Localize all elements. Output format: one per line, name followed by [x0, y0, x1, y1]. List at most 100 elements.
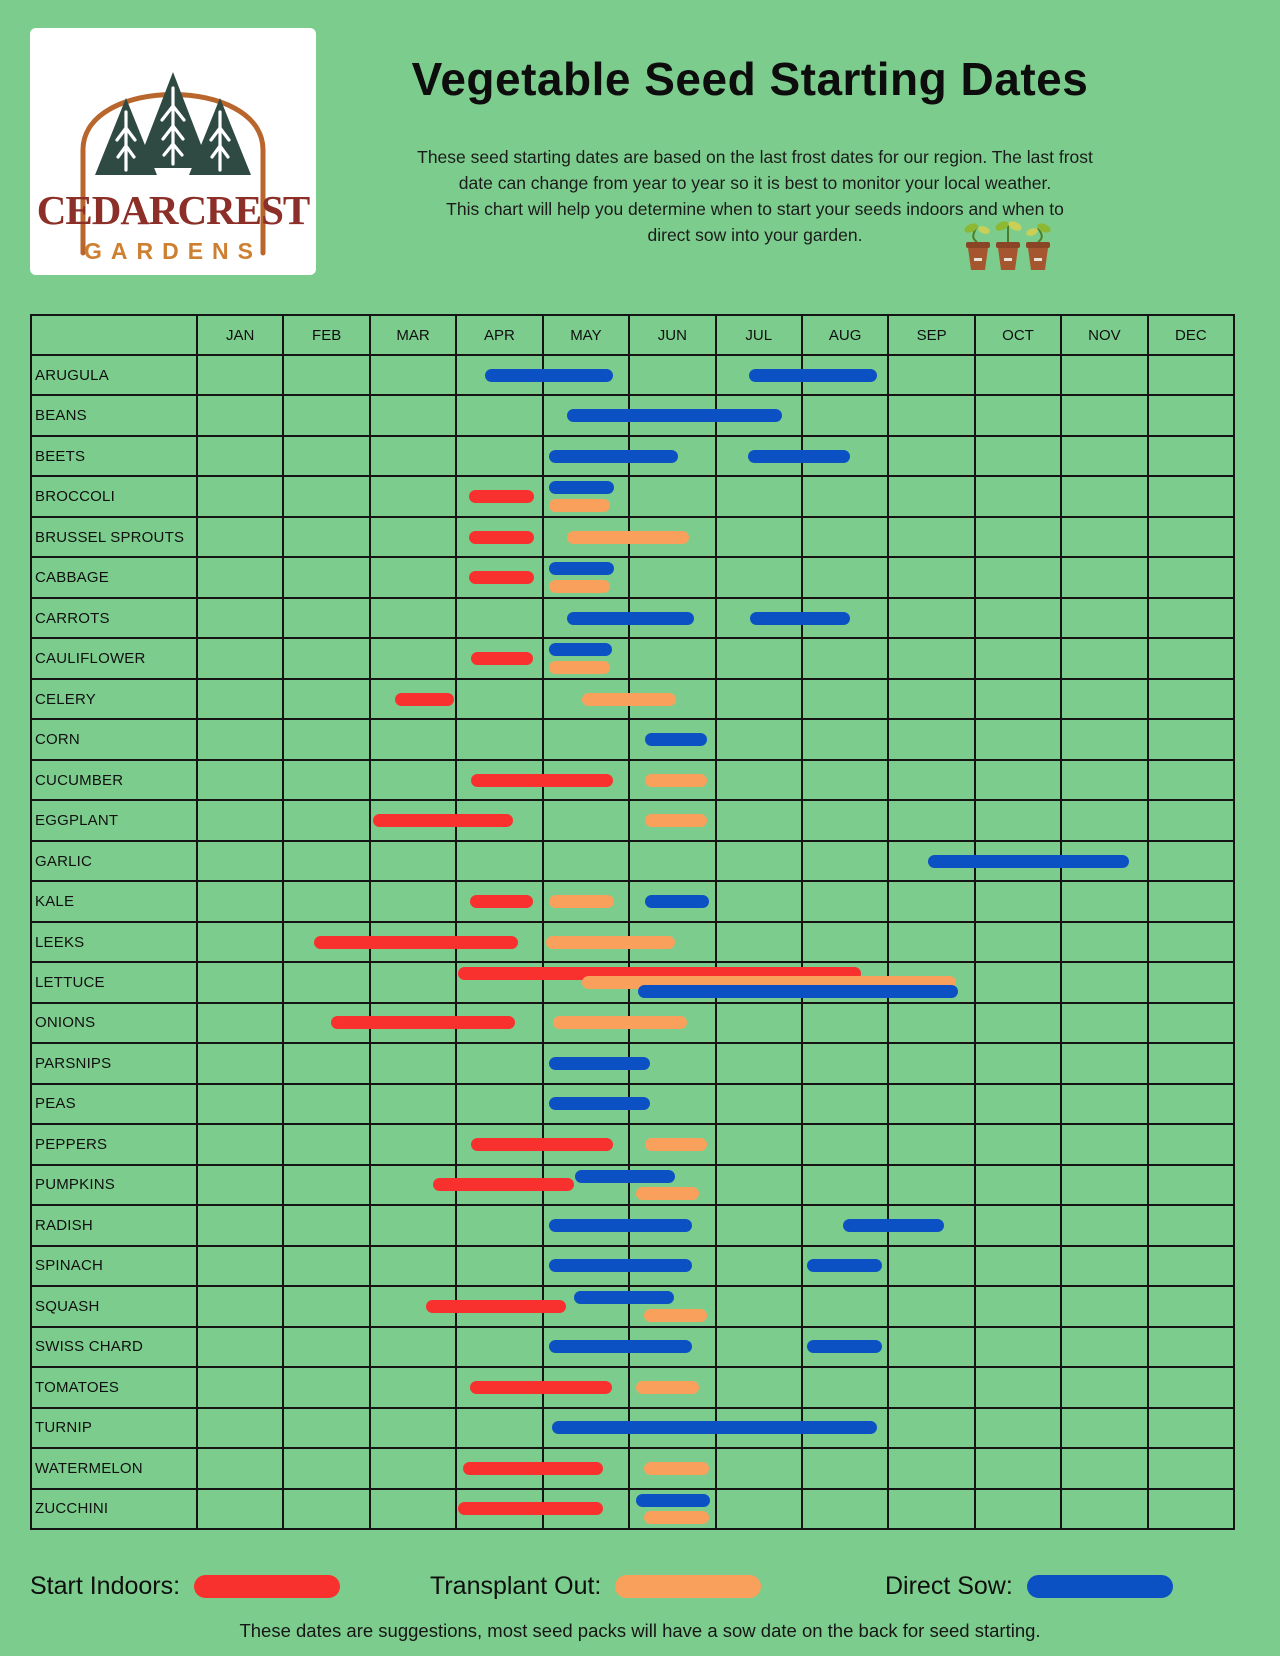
vegetable-name-label: PEPPERS — [32, 1125, 198, 1164]
grid-cell — [1146, 882, 1233, 921]
grid-cell — [800, 1044, 887, 1083]
grid-cell — [282, 1084, 368, 1124]
direct-bar — [644, 895, 709, 909]
subtitle-line: This chart will help you determine when … — [446, 199, 1064, 219]
grid-cell — [368, 841, 455, 881]
direct-bar — [567, 409, 782, 423]
transplant-bar — [545, 935, 675, 949]
grid-cell — [1060, 801, 1146, 840]
grid-cell — [541, 396, 628, 435]
start-indoors-swatch — [194, 1575, 341, 1598]
direct-bar — [749, 368, 877, 382]
transplant-out-swatch — [615, 1575, 762, 1598]
vegetable-name-label: CABBAGE — [32, 558, 198, 597]
vegetable-name-label: SQUASH — [32, 1287, 198, 1326]
indoors-bar — [394, 692, 455, 706]
grid-cell — [1146, 679, 1233, 719]
transplant-bar — [553, 1016, 688, 1030]
grid-cell — [628, 639, 714, 678]
grid-cell — [282, 1044, 368, 1083]
grid-cell — [541, 1327, 628, 1367]
grid-cell — [368, 1044, 455, 1083]
subtitle-line: These seed starting dates are based on t… — [417, 147, 1093, 167]
grid-cell — [1146, 396, 1233, 435]
grid-cell — [1060, 720, 1146, 759]
grid-cell — [282, 801, 368, 840]
month-label-mar: MAR — [368, 316, 455, 354]
grid-cell — [282, 1368, 368, 1407]
grid-cell — [973, 1003, 1060, 1043]
table-row: BROCCOLI — [32, 475, 1233, 516]
grid-cell — [455, 963, 541, 1002]
table-row: ARUGULA — [32, 354, 1233, 395]
grid-cell — [628, 720, 714, 759]
grid-cell — [800, 1165, 887, 1205]
pine-trees-icon — [95, 72, 251, 175]
grid-cell — [714, 436, 801, 476]
grid-cell — [887, 720, 973, 759]
table-row: CELERY — [32, 677, 1233, 719]
grid-cell — [628, 1287, 714, 1326]
grid-cell — [368, 558, 455, 597]
indoors-bar — [468, 490, 535, 504]
grid-cell — [714, 639, 801, 678]
month-label-nov: NOV — [1060, 316, 1146, 354]
grid-cell — [973, 882, 1060, 921]
month-label-feb: FEB — [282, 316, 368, 354]
indoors-bar — [425, 1299, 567, 1313]
grid-cell — [714, 1327, 801, 1367]
grid-cell — [800, 1125, 887, 1164]
grid-cell — [368, 1489, 455, 1529]
page-subtitle: These seed starting dates are based on t… — [335, 144, 1175, 248]
direct-bar — [549, 1340, 693, 1354]
logo-graphic: CEDARCREST GARDENS — [37, 72, 311, 264]
table-row: ZUCCHINI — [32, 1487, 1233, 1529]
grid-cell — [628, 1368, 714, 1407]
grid-cell — [368, 1246, 455, 1286]
grid-cell — [1146, 1084, 1233, 1124]
table-row: CARROTS — [32, 596, 1233, 638]
grid-cell — [368, 436, 455, 476]
grid-cell — [1146, 1327, 1233, 1367]
grid-cell — [282, 558, 368, 597]
grid-cell — [368, 1449, 455, 1488]
page-title: Vegetable Seed Starting Dates — [411, 53, 1089, 105]
direct-bar — [644, 733, 707, 747]
grid-cell — [368, 1327, 455, 1367]
grid-cell — [1060, 963, 1146, 1002]
grid-cell — [973, 436, 1060, 476]
grid-cell — [714, 1125, 801, 1164]
direct-bar — [549, 1056, 650, 1070]
grid-cell — [887, 1003, 973, 1043]
grid-cell — [541, 1084, 628, 1124]
transplant-bar — [581, 692, 676, 706]
grid-cell — [455, 558, 541, 597]
grid-cell — [1146, 1287, 1233, 1326]
vegetable-name-label: KALE — [32, 882, 198, 921]
grid-cell — [973, 720, 1060, 759]
grid-cell — [887, 841, 973, 881]
grid-cell — [1146, 1003, 1233, 1043]
grid-cell — [714, 356, 801, 395]
grid-cell — [282, 1165, 368, 1205]
legend-label: Direct Sow: — [885, 1572, 1013, 1600]
grid-cell — [455, 1044, 541, 1083]
indoors-bar — [469, 895, 533, 909]
grid-cell — [1146, 436, 1233, 476]
grid-cell — [800, 517, 887, 557]
grid-cell — [455, 598, 541, 638]
grid-cell — [541, 963, 628, 1002]
seed-starting-gantt-table: JAN FEB MAR APR MAY JUN JUL AUG SEP OCT NOV DEC ARUG… — [30, 314, 1235, 1530]
grid-cell — [541, 801, 628, 840]
grid-cell — [887, 356, 973, 395]
grid-cell — [973, 760, 1060, 800]
grid-cell — [282, 396, 368, 435]
grid-cell — [1060, 517, 1146, 557]
grid-cell — [714, 1003, 801, 1043]
vegetable-name-label: BRUSSEL SPROUTS — [32, 517, 198, 557]
table-row: KALE — [32, 880, 1233, 921]
grid-cell — [714, 882, 801, 921]
grid-cell — [887, 1408, 973, 1448]
grid-cell — [887, 760, 973, 800]
grid-cell — [541, 1206, 628, 1245]
